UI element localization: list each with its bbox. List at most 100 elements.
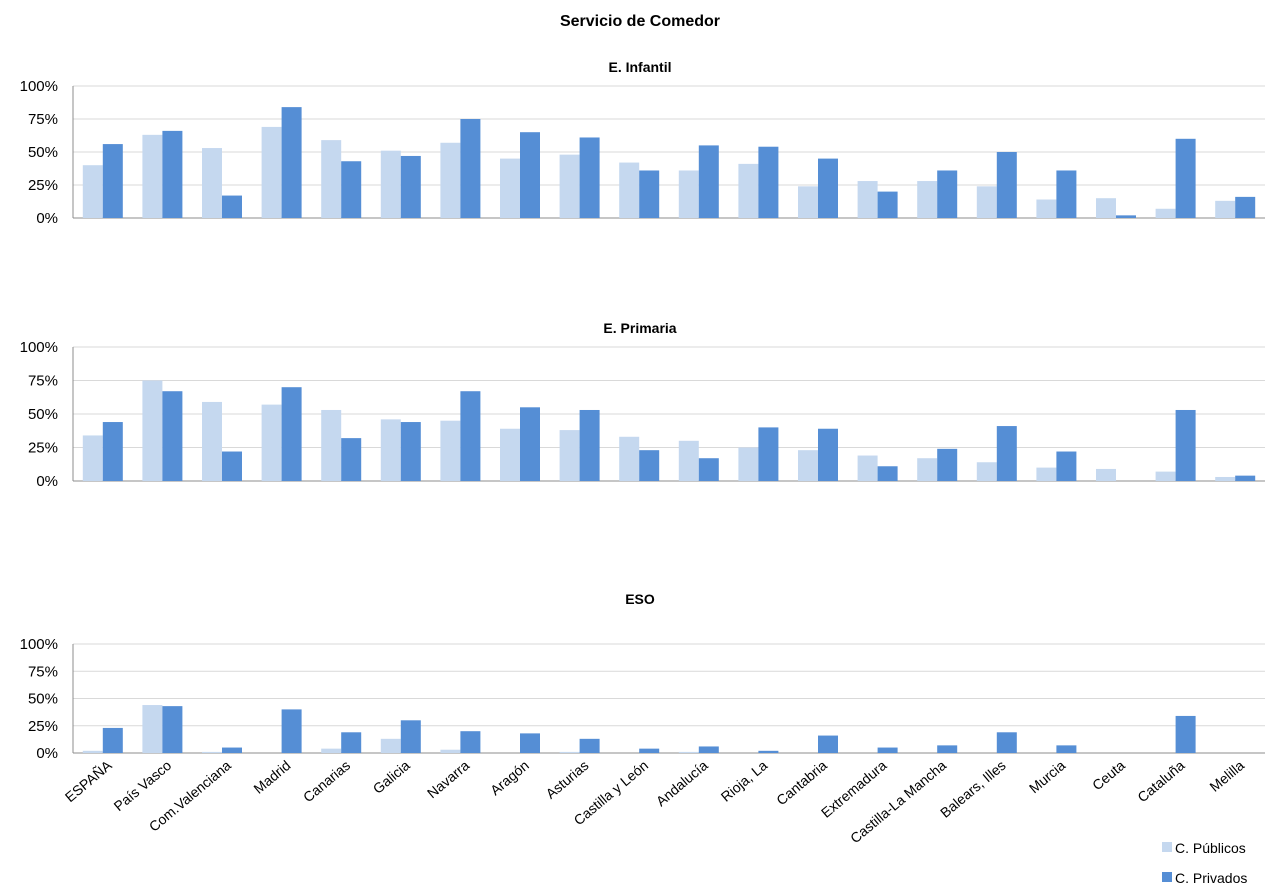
- bar-privados: [877, 747, 898, 753]
- panel-2: E. Primaria 0% 25% 50% 75% 100%: [20, 320, 1265, 490]
- bar-privados: [460, 731, 481, 753]
- bar-publicos: [142, 380, 163, 481]
- bar-privados: [996, 152, 1017, 218]
- bar-privados: [520, 407, 540, 481]
- bar-privados: [222, 747, 242, 753]
- bar-publicos: [857, 455, 878, 481]
- bar-publicos: [678, 170, 699, 218]
- category-label: Andalucía: [653, 757, 711, 809]
- bar-publicos: [321, 748, 342, 753]
- y-tick-label: 100%: [20, 636, 58, 653]
- bar-privados: [1175, 715, 1196, 753]
- y-tick-label: 50%: [28, 406, 58, 423]
- bar-publicos: [798, 186, 818, 218]
- bar-publicos: [380, 419, 401, 481]
- bar-publicos: [500, 158, 520, 218]
- bar-privados: [520, 733, 540, 753]
- bar-publicos: [500, 428, 520, 481]
- bar-privados: [758, 750, 779, 753]
- bar-privados: [1056, 451, 1077, 481]
- bar-privados: [400, 422, 421, 481]
- category-label: Aragón: [487, 757, 532, 798]
- category-label: Madrid: [250, 757, 293, 797]
- bar-privados: [162, 706, 183, 753]
- bar-privados: [460, 119, 481, 218]
- bar-privados: [1235, 475, 1256, 481]
- bar-publicos: [857, 181, 878, 218]
- chart-legend: C. Públicos C. Privados: [1162, 840, 1247, 886]
- bar-privados: [1056, 170, 1077, 218]
- chart-panels: E. Infantil 0% 25% 50% 75% 100% E. Primaria 0% 2…: [20, 59, 1265, 762]
- bar-publicos: [1215, 476, 1236, 481]
- category-label: Murcia: [1026, 757, 1069, 796]
- category-label: Asturias: [542, 757, 591, 802]
- bar-publicos: [738, 447, 759, 481]
- bar-publicos: [1155, 208, 1176, 218]
- bar-publicos: [321, 409, 342, 481]
- bar-publicos: [321, 140, 342, 218]
- bar-publicos: [678, 751, 699, 753]
- category-label: Galicia: [370, 757, 413, 797]
- bar-privados: [996, 732, 1017, 753]
- legend-swatch: [1162, 842, 1172, 852]
- bar-privados: [1116, 215, 1136, 218]
- bar-publicos: [82, 750, 103, 753]
- bar-publicos: [440, 749, 461, 753]
- bar-publicos: [1155, 471, 1176, 481]
- bar-privados: [698, 458, 719, 481]
- y-tick-label: 25%: [28, 440, 58, 457]
- bar-publicos: [380, 150, 401, 218]
- bar-publicos: [440, 142, 461, 218]
- bar-publicos: [798, 450, 818, 481]
- category-label: Cantabria: [773, 757, 830, 808]
- bar-publicos: [976, 462, 997, 481]
- bar-privados: [102, 727, 123, 753]
- bar-publicos: [82, 165, 103, 218]
- bar-privados: [639, 170, 660, 218]
- bar-publicos: [559, 751, 580, 753]
- bar-publicos: [917, 181, 938, 218]
- bar-privados: [758, 427, 779, 481]
- bar-privados: [1056, 745, 1077, 753]
- y-tick-label: 75%: [28, 663, 58, 680]
- chart-title: Servicio de Comedor: [560, 13, 720, 30]
- bar-privados: [698, 145, 719, 218]
- category-label: ESPAÑA: [62, 757, 116, 806]
- bar-privados: [1175, 138, 1196, 218]
- panel-title: ESO: [625, 591, 655, 607]
- category-label: Ceuta: [1089, 757, 1128, 793]
- bar-privados: [281, 387, 302, 481]
- bar-privados: [937, 170, 958, 218]
- bar-publicos: [202, 751, 222, 753]
- bar-publicos: [142, 705, 163, 753]
- y-tick-label: 50%: [28, 144, 58, 161]
- bar-publicos: [1096, 198, 1116, 218]
- bar-publicos: [976, 186, 997, 218]
- panel-3: ESO 0% 25% 50% 75% 100%: [20, 591, 1265, 762]
- y-tick-label: 25%: [28, 718, 58, 735]
- y-tick-label: 100%: [20, 339, 58, 356]
- legend-swatch: [1162, 872, 1172, 882]
- category-label: Navarra: [424, 757, 473, 801]
- bar-privados: [162, 130, 183, 218]
- bar-publicos: [261, 126, 282, 218]
- bar-privados: [937, 448, 958, 481]
- y-tick-label: 0%: [36, 745, 58, 762]
- bar-privados: [818, 158, 838, 218]
- bar-privados: [579, 409, 600, 481]
- bar-privados: [341, 438, 362, 481]
- y-tick-label: 25%: [28, 177, 58, 194]
- y-tick-label: 0%: [36, 473, 58, 490]
- bar-publicos: [1036, 199, 1057, 218]
- category-label: Rioja, La: [718, 757, 771, 805]
- bar-privados: [400, 720, 421, 753]
- bar-privados: [639, 748, 660, 753]
- bar-privados: [460, 391, 481, 481]
- bar-privados: [698, 746, 719, 753]
- y-tick-label: 75%: [28, 111, 58, 128]
- category-label: Balears, Illes: [937, 757, 1009, 821]
- bar-privados: [996, 426, 1017, 481]
- bar-privados: [222, 451, 242, 481]
- bar-privados: [341, 732, 362, 753]
- legend-label: C. Privados: [1175, 870, 1247, 886]
